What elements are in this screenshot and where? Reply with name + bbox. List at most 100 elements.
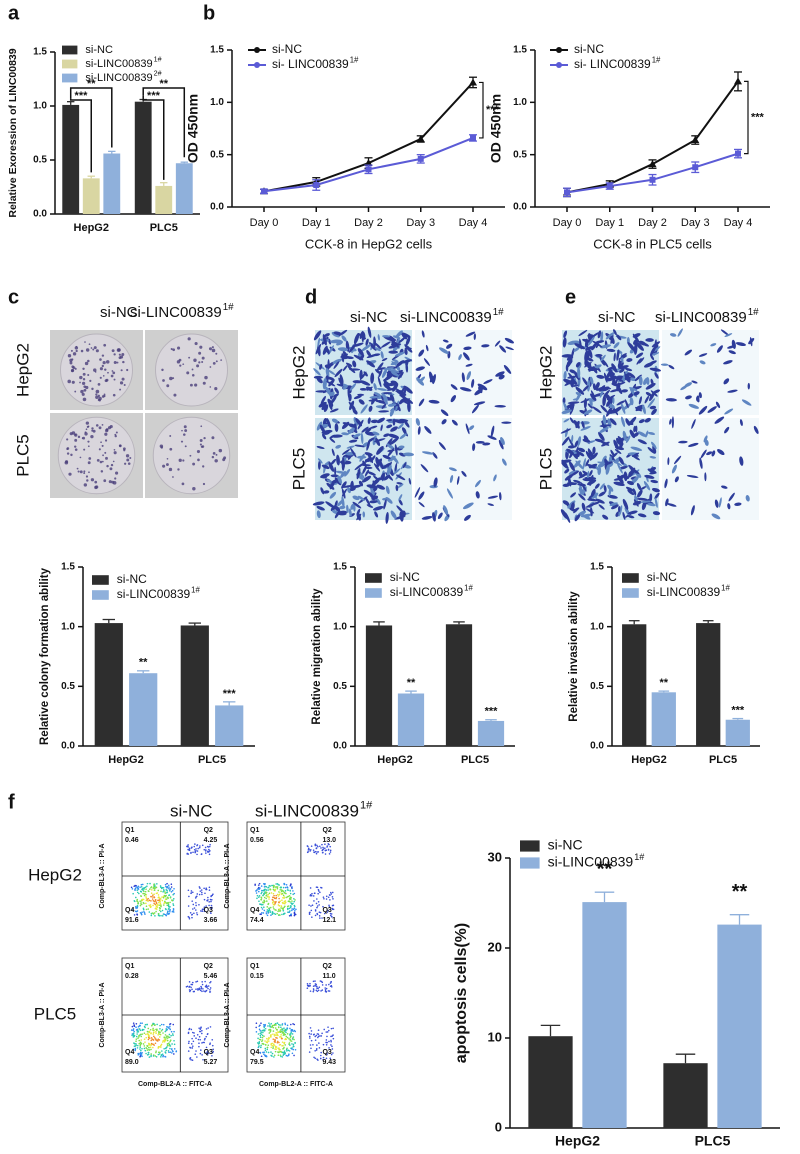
cell [370,372,375,384]
event-dot [148,1030,151,1033]
event-dot [311,892,313,895]
colony [95,395,99,399]
colony [183,433,186,436]
cell [614,449,622,454]
cell [628,464,637,474]
event-dot [145,902,147,905]
legend-label: si-NC [390,570,420,584]
event-dot [325,987,328,990]
event-dot [277,1051,279,1053]
bar [62,104,80,214]
event-dot [150,1055,152,1058]
cell [336,340,343,346]
cell [348,401,356,410]
colony [96,459,100,462]
cell [589,469,593,477]
cell [613,481,625,487]
event-dot [273,1054,276,1057]
colony [180,440,184,443]
colony [201,361,204,364]
event-dot [147,1051,150,1054]
event-dot [162,886,165,889]
event-dot [278,884,280,886]
cell [494,405,506,408]
event-dot [284,912,286,915]
event-dot [170,1034,172,1037]
colony [71,380,75,384]
cell [374,342,382,350]
event-dot [164,891,166,893]
colony [66,448,69,451]
event-dot [201,990,203,993]
cell [573,419,580,429]
cell [626,480,634,486]
cell [665,398,677,402]
cell [316,343,322,354]
event-dot [205,1028,208,1030]
event-dot [291,886,293,889]
cell [745,495,750,502]
event-dot [195,848,197,850]
cell [645,383,656,390]
event-dot [201,1029,203,1032]
cell [359,354,365,361]
event-dot [160,1043,163,1046]
cell [627,510,638,515]
event-dot [204,892,206,895]
event-dot [263,1035,265,1037]
cell [720,329,730,336]
cell [567,375,577,379]
event-dot [197,847,199,850]
event-dot [157,1039,159,1042]
event-dot [316,990,319,993]
event-dot [263,1026,266,1029]
cell [574,440,579,448]
marker [648,160,657,168]
event-dot [280,1026,282,1029]
event-dot [191,916,193,919]
event-dot [292,890,294,892]
event-dot [165,1028,168,1030]
cell [621,416,626,428]
event-dot [201,908,204,911]
event-dot [140,895,142,897]
colony [85,475,89,478]
event-dot [313,1033,315,1036]
cell [570,502,575,511]
event-dot [314,914,317,917]
event-dot [258,882,261,885]
event-dot [255,1026,257,1029]
y-axis-label: Relative migration ability [311,588,323,725]
colony [97,383,101,386]
event-dot [330,1044,332,1046]
row-label: HepG2 [536,346,555,400]
colony [83,388,87,392]
cell [652,445,657,454]
event-dot [153,902,155,905]
event-dot [259,903,261,905]
event-dot [310,905,312,907]
event-dot [267,1040,270,1042]
y-tick-label: 1.0 [333,621,347,632]
bar [445,624,473,746]
colony [161,368,164,372]
event-dot [260,898,262,901]
event-dot [159,902,162,904]
event-dot [139,1048,141,1050]
cell [649,472,657,475]
cell [385,485,390,495]
event-dot [206,1032,209,1035]
event-dot [256,894,259,897]
event-dot [260,1031,263,1034]
colony [122,360,125,364]
cell [422,451,434,455]
event-dot [185,986,188,988]
event-dot [312,985,315,987]
cell [389,407,395,417]
event-dot [276,1041,279,1044]
event-dot [175,1050,178,1052]
cell [334,510,341,519]
event-dot [287,900,290,902]
cell [625,435,631,443]
event-dot [313,851,315,853]
